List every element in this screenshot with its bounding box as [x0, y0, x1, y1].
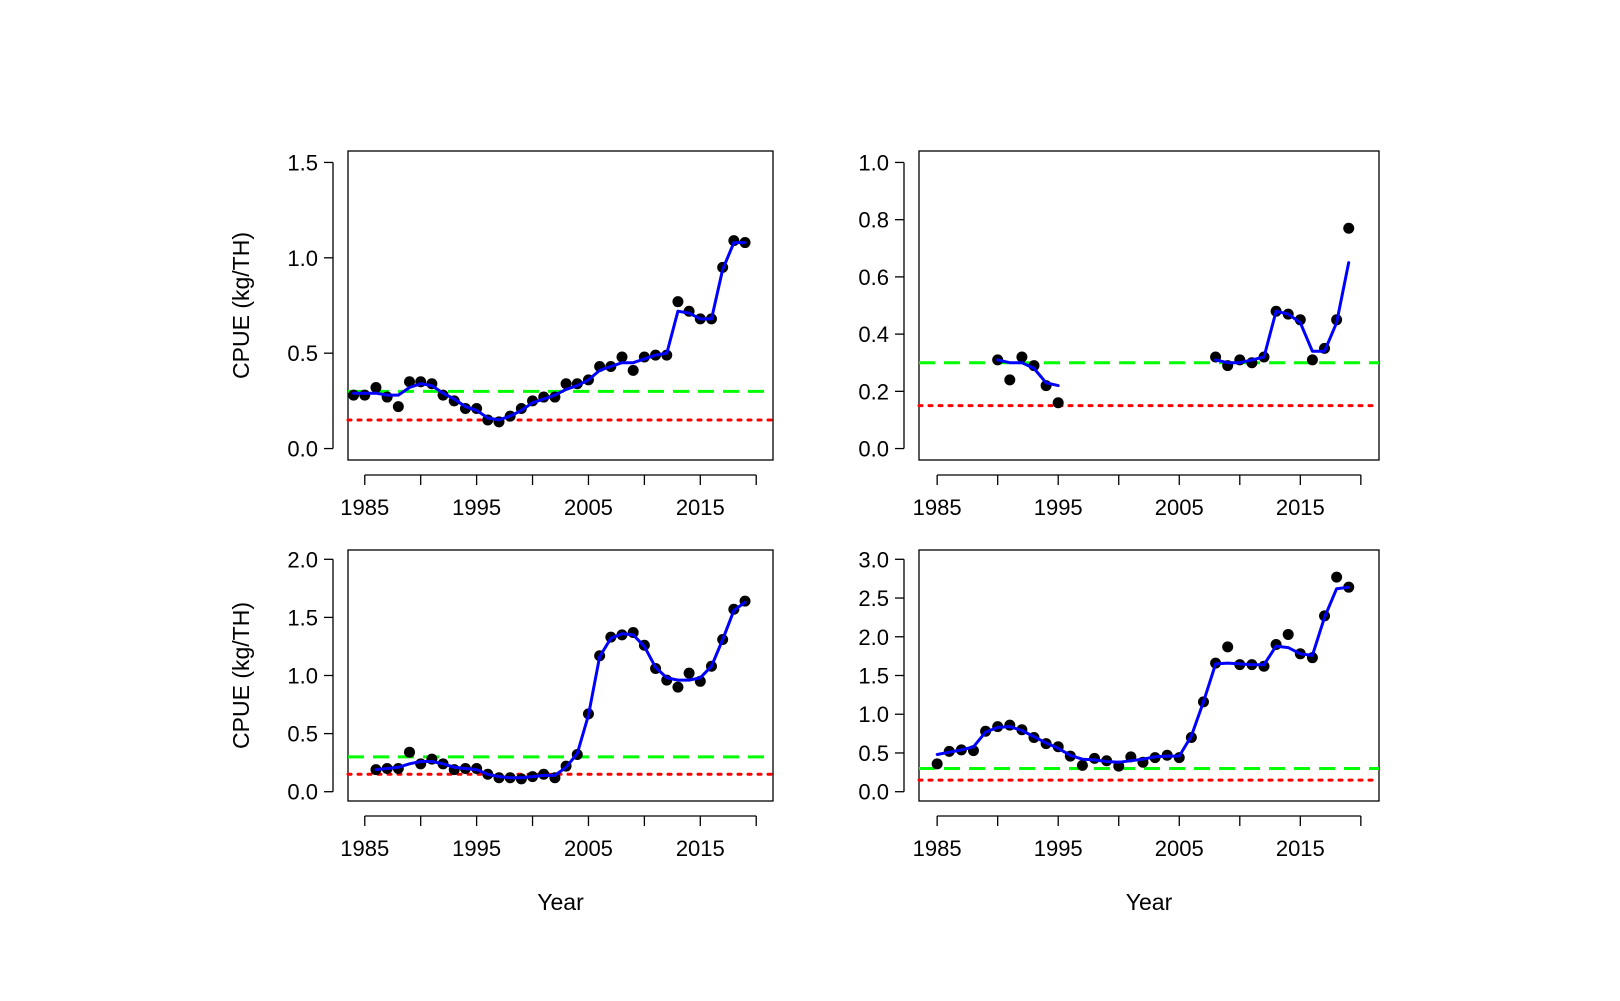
panels: 0.0 0.5 1.0 1.5 1985 1995 2005 2015 CPUE (kg/TH)… [228, 150, 1381, 915]
plot-frame [918, 549, 1380, 802]
x-axis: 1985 1995 2005 2015 [913, 815, 1362, 861]
smooth-line [374, 600, 747, 780]
y-tick-label: 0.4 [858, 322, 889, 347]
data-point [931, 758, 943, 770]
y-tick-label: 0.5 [287, 722, 318, 747]
data-point [1343, 222, 1355, 234]
x-tick-label: 1995 [452, 836, 501, 861]
x-tick-label: 2015 [1276, 495, 1325, 520]
panel-bottom-left: 0.0 0.5 1.0 1.5 2.0 1985 1995 2005 2015 CPUE (kg/… [228, 547, 775, 915]
y-axis: 0.0 0.5 1.0 1.5 2.0 [287, 547, 334, 805]
x-tick-label: 1995 [452, 495, 501, 520]
y-tick-label: 0.0 [287, 437, 318, 462]
data-point [1076, 759, 1088, 771]
y-tick-label: 2.5 [858, 586, 889, 611]
y-tick-label: 1.0 [287, 246, 318, 271]
x-tick-label: 2015 [1276, 836, 1325, 861]
data-point [1331, 571, 1343, 583]
panel-top-left: 0.0 0.5 1.0 1.5 1985 1995 2005 2015 CPUE (kg/TH) [228, 150, 775, 520]
data-point [627, 364, 639, 376]
data-point [683, 667, 695, 679]
panel-bottom-right: 0.0 0.5 1.0 1.5 2.0 2.5 3.0 1985 1995 2005 2015 Yea… [858, 547, 1381, 915]
y-axis: 0.0 0.2 0.4 0.6 0.8 1.0 [858, 150, 905, 462]
y-tick-label: 0.5 [858, 741, 889, 766]
y-tick-label: 2.0 [287, 547, 318, 572]
data-point [560, 378, 572, 390]
y-tick-label: 1.5 [858, 664, 889, 689]
data-point [1004, 374, 1016, 386]
x-tick-label: 2005 [1155, 495, 1204, 520]
x-tick-label: 1995 [1034, 495, 1083, 520]
x-axis-title: Year [1126, 889, 1173, 915]
plot-frame [347, 549, 774, 802]
data-point [348, 389, 360, 401]
x-tick-label: 1985 [340, 495, 389, 520]
smooth-line [352, 241, 747, 422]
data-point [672, 681, 684, 693]
x-tick-label: 2015 [676, 836, 725, 861]
y-tick-label: 0.0 [287, 780, 318, 805]
smooth-line [1214, 261, 1351, 365]
data-point [1016, 351, 1028, 363]
data-point [404, 746, 416, 758]
data-point [1222, 641, 1234, 653]
data-point [392, 401, 404, 413]
y-tick-label: 1.0 [858, 150, 889, 175]
smooth-line [935, 585, 1351, 764]
x-tick-label: 2005 [564, 836, 613, 861]
data-point [672, 296, 684, 308]
x-tick-label: 1985 [913, 836, 962, 861]
x-tick-label: 1985 [913, 495, 962, 520]
y-tick-label: 1.0 [287, 664, 318, 689]
x-tick-label: 1985 [340, 836, 389, 861]
x-axis: 1985 1995 2005 2015 [340, 474, 757, 520]
x-tick-label: 2015 [676, 495, 725, 520]
data-point [1052, 397, 1064, 409]
y-tick-label: 2.0 [858, 625, 889, 650]
x-tick-label: 2005 [564, 495, 613, 520]
x-axis: 1985 1995 2005 2015 [340, 815, 757, 861]
data-point [370, 382, 382, 394]
y-tick-label: 1.5 [287, 150, 318, 175]
plot-frame [347, 150, 774, 461]
y-axis-title: CPUE (kg/TH) [228, 602, 254, 749]
y-tick-label: 0.0 [858, 780, 889, 805]
data-point [359, 389, 371, 401]
x-tick-label: 1995 [1034, 836, 1083, 861]
y-axis-title: CPUE (kg/TH) [228, 232, 254, 379]
plot-frame [918, 150, 1380, 461]
y-tick-label: 0.8 [858, 208, 889, 233]
data-point [1306, 354, 1318, 366]
smooth-line [996, 358, 1060, 388]
y-tick-label: 1.0 [858, 702, 889, 727]
data-point [616, 351, 628, 363]
y-axis: 0.0 0.5 1.0 1.5 [287, 150, 334, 462]
data-point [404, 376, 416, 388]
x-axis-title: Year [537, 889, 584, 915]
data-point [1282, 628, 1294, 640]
y-tick-label: 0.0 [858, 437, 889, 462]
y-tick-label: 0.5 [287, 341, 318, 366]
y-tick-label: 0.6 [858, 265, 889, 290]
y-tick-label: 3.0 [858, 547, 889, 572]
x-axis: 1985 1995 2005 2015 [913, 474, 1362, 520]
panel-top-right: 0.0 0.2 0.4 0.6 0.8 1.0 1985 1995 2005 2015 [858, 150, 1381, 520]
y-tick-label: 1.5 [287, 605, 318, 630]
y-axis: 0.0 0.5 1.0 1.5 2.0 2.5 3.0 [858, 547, 905, 805]
y-tick-label: 0.2 [858, 379, 889, 404]
x-tick-label: 2005 [1155, 836, 1204, 861]
